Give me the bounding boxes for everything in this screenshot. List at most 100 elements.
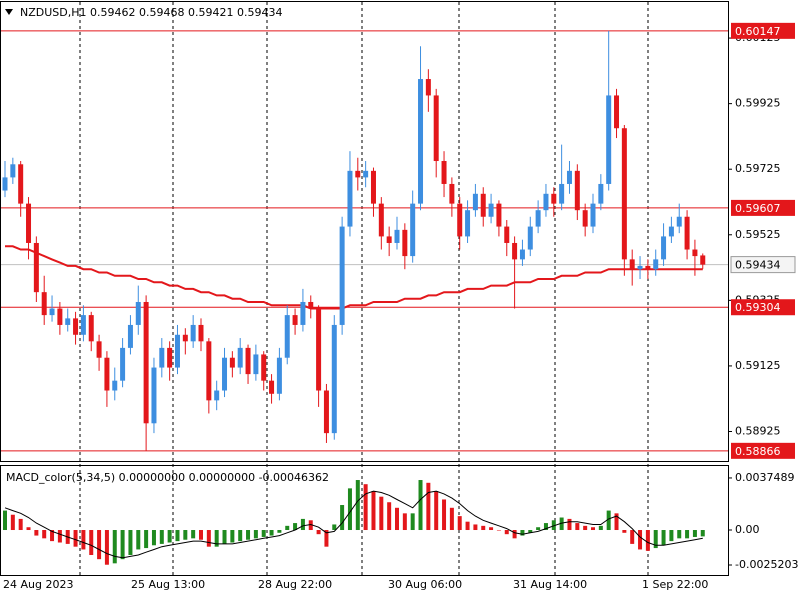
macd-bar bbox=[371, 491, 376, 531]
chart-title: NZDUSD,H1 0.59462 0.59468 0.59421 0.5943… bbox=[20, 6, 282, 19]
candle-body bbox=[245, 347, 251, 375]
macd-bar bbox=[661, 530, 666, 546]
candle-body bbox=[127, 324, 133, 348]
candle-body bbox=[339, 226, 345, 325]
macd-bar bbox=[567, 518, 572, 531]
macd-bar bbox=[653, 530, 658, 549]
x-tick-label: 28 Aug 22:00 bbox=[258, 578, 332, 591]
macd-bar bbox=[528, 530, 533, 533]
candle-body bbox=[316, 308, 322, 391]
macd-bar bbox=[191, 530, 196, 539]
macd-bar bbox=[434, 491, 439, 531]
macd-bar bbox=[230, 530, 235, 543]
x-tick-label: 24 Aug 2023 bbox=[3, 578, 73, 591]
level-label-box bbox=[731, 442, 795, 459]
candle-body bbox=[457, 203, 463, 237]
macd-bar bbox=[402, 513, 407, 531]
macd-bar bbox=[692, 530, 697, 537]
candle-body bbox=[33, 242, 39, 293]
candle-body bbox=[2, 177, 8, 191]
level-label-box bbox=[731, 299, 795, 316]
candle-body bbox=[167, 347, 173, 368]
candle-body bbox=[222, 357, 228, 391]
candle-body bbox=[425, 79, 431, 96]
candle-body bbox=[465, 210, 471, 237]
candle-body bbox=[253, 354, 259, 375]
x-tick-label: 30 Aug 06:00 bbox=[388, 578, 462, 591]
candle-body bbox=[143, 301, 149, 424]
candle-body bbox=[190, 324, 196, 342]
candle-body bbox=[637, 265, 643, 270]
candle-body bbox=[49, 308, 55, 316]
macd-bar bbox=[606, 510, 611, 531]
macd-bar bbox=[536, 527, 541, 531]
candle-body bbox=[120, 347, 126, 381]
macd-bar bbox=[277, 530, 282, 533]
candle-body bbox=[598, 183, 604, 204]
macd-bar bbox=[42, 530, 47, 539]
candle-body bbox=[653, 259, 659, 270]
candle-body bbox=[363, 170, 369, 178]
macd-bar bbox=[261, 530, 266, 537]
macd-bar bbox=[551, 520, 556, 531]
macd-bar bbox=[622, 530, 627, 533]
candle-body bbox=[488, 203, 494, 217]
macd-bar bbox=[199, 530, 203, 540]
level-label: 0.60147 bbox=[735, 25, 781, 38]
y-tick-label: 0.58925 bbox=[735, 424, 781, 437]
macd-bar bbox=[246, 530, 251, 540]
macd-bar bbox=[410, 513, 415, 531]
candle-body bbox=[661, 236, 667, 260]
collapse-icon[interactable] bbox=[5, 9, 13, 15]
macd-bar bbox=[481, 525, 486, 531]
macd-bar bbox=[638, 530, 643, 550]
level-label: 0.59607 bbox=[735, 202, 781, 215]
macd-bar bbox=[418, 480, 423, 531]
candle-body bbox=[378, 203, 384, 237]
macd-bar bbox=[120, 530, 125, 560]
candle-body bbox=[614, 95, 620, 129]
macd-bar bbox=[57, 530, 62, 543]
candle-body bbox=[198, 324, 204, 342]
candle-body bbox=[10, 164, 16, 178]
macd-bar bbox=[669, 530, 674, 542]
macd-bar bbox=[677, 530, 682, 539]
candle-body bbox=[621, 128, 627, 260]
macd-frame bbox=[0, 465, 729, 576]
candle-body bbox=[88, 315, 94, 342]
macd-bar bbox=[285, 525, 290, 531]
current-price-label: 0.59434 bbox=[735, 259, 781, 272]
macd-bar bbox=[332, 524, 337, 531]
macd-bar bbox=[104, 530, 109, 565]
candle-body bbox=[269, 380, 275, 394]
macd-bar bbox=[81, 530, 86, 550]
candle-body bbox=[700, 255, 706, 265]
candle-body bbox=[237, 347, 243, 368]
candle-body bbox=[645, 265, 651, 270]
candle-body bbox=[535, 210, 541, 227]
macd-bar bbox=[442, 499, 447, 531]
candle-body bbox=[574, 170, 580, 211]
candle-body bbox=[559, 183, 565, 204]
candle-body bbox=[57, 308, 63, 325]
candle-body bbox=[566, 170, 572, 184]
macd-bar bbox=[128, 530, 133, 556]
macd-bar bbox=[496, 530, 501, 531]
candle-body bbox=[261, 354, 267, 381]
macd-bar bbox=[395, 507, 399, 531]
candle-body bbox=[519, 249, 525, 260]
macd-bar bbox=[387, 502, 392, 531]
macd-bar bbox=[175, 530, 180, 542]
level-label-box bbox=[731, 199, 795, 216]
candle-body bbox=[402, 229, 408, 257]
macd-bar bbox=[3, 510, 7, 531]
y-tick-label: 0.00 bbox=[735, 523, 760, 536]
candle-body bbox=[394, 229, 400, 243]
y-tick-label: 0.59125 bbox=[735, 359, 781, 372]
candle-body bbox=[684, 216, 690, 250]
macd-bar bbox=[543, 523, 548, 531]
candle-body bbox=[41, 292, 47, 316]
signal-line bbox=[4, 490, 703, 559]
candle-body bbox=[527, 226, 533, 250]
